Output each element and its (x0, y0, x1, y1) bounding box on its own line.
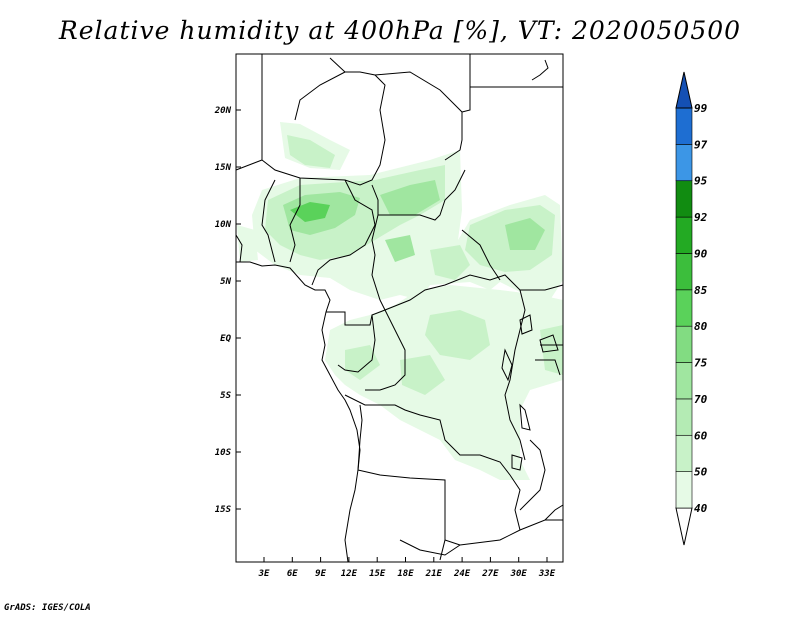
coastline (235, 234, 243, 263)
longitude-axis: 3E 6E 9E 12E 15E 18E 21E 24E 27E 30E 33E (258, 557, 556, 579)
lat-tick-label: 10S (215, 448, 232, 458)
latitude-axis: 20N 15N 10N 5N EQ 5S 10S 15S (214, 106, 241, 515)
border (371, 184, 379, 215)
border (357, 404, 363, 471)
colorbar-swatch (675, 434, 693, 472)
border (378, 169, 466, 221)
border (544, 504, 564, 521)
humidity-region-mid (287, 135, 335, 168)
lon-tick-label: 33E (538, 569, 556, 579)
colorbar-label: 85 (694, 284, 708, 297)
colorbar-swatch (675, 144, 693, 182)
colorbar-lower-triangle (675, 507, 693, 546)
border (461, 54, 471, 113)
border (294, 71, 346, 121)
humidity-region-dark (385, 235, 415, 262)
colorbar-label: 70 (694, 393, 708, 406)
border (289, 178, 301, 263)
lat-tick-label: 15N (215, 163, 232, 173)
humidity-region-mid (430, 245, 470, 280)
lake (501, 348, 513, 382)
colorbar-label: 40 (694, 502, 708, 515)
border (261, 57, 386, 186)
colorbar-label: 97 (694, 138, 708, 151)
humidity-region-dark (380, 180, 440, 215)
border (374, 71, 463, 161)
lon-tick-label: 9E (315, 569, 326, 579)
colorbar-swatch (675, 180, 693, 218)
coastline (236, 261, 361, 563)
humidity-field (237, 122, 563, 480)
border (337, 314, 376, 373)
colorbar-swatch (675, 289, 693, 327)
border (384, 274, 564, 311)
lat-tick-label: 20N (214, 106, 232, 116)
grads-credit: GrADS: IGES/COLA (4, 603, 91, 613)
humidity-region-mid (400, 355, 445, 395)
border (399, 539, 461, 556)
map-title: Relative humidity at 400hPa [%], VT: 202… (58, 16, 742, 45)
colorbar-label: 50 (694, 466, 708, 479)
border (504, 289, 526, 461)
border (365, 309, 406, 391)
lake (519, 403, 531, 431)
border (357, 469, 461, 546)
border (311, 179, 376, 286)
border (261, 179, 276, 263)
colorbar-label: 92 (694, 211, 708, 224)
border (235, 54, 263, 171)
lon-tick-label: 30E (510, 569, 528, 579)
lon-tick-label: 15E (369, 569, 386, 579)
colorbar-label: 80 (694, 320, 708, 333)
map-boundaries (235, 54, 564, 563)
lake (519, 314, 533, 335)
lon-tick-label: 12E (341, 569, 358, 579)
colorbar-upper-triangle (675, 71, 693, 109)
lon-tick-label: 6E (287, 569, 298, 579)
lon-tick-label: 27E (481, 569, 499, 579)
border (535, 359, 561, 376)
lon-tick-label: 3E (258, 569, 270, 579)
humidity-region-light (325, 285, 563, 480)
humidity-region-light (237, 225, 258, 262)
lake (539, 334, 559, 353)
colorbar-swatch (675, 398, 693, 436)
colorbar-swatch (675, 325, 693, 363)
lake (511, 454, 523, 471)
lon-tick-label: 24E (453, 569, 471, 579)
lat-tick-label: 5N (220, 277, 231, 287)
colorbar-swatch (675, 107, 693, 145)
lat-tick-label: 5S (220, 391, 231, 401)
colorbar-swatch (675, 253, 693, 291)
border (344, 394, 521, 531)
border (439, 539, 446, 561)
colorbar-label: 60 (694, 429, 708, 442)
lat-tick-label: 10N (215, 220, 232, 230)
colorbar-swatch (675, 216, 693, 254)
humidity-region-dark (505, 218, 545, 250)
map-frame (235, 53, 564, 563)
lon-tick-label: 18E (397, 569, 414, 579)
border (459, 519, 563, 546)
colorbar-label: 95 (694, 175, 708, 188)
border (371, 214, 386, 311)
lat-tick-label: EQ (220, 334, 231, 344)
border (461, 229, 501, 281)
lat-tick-label: 15S (215, 505, 232, 515)
colorbar-swatch (675, 362, 693, 400)
border (326, 309, 386, 326)
colorbar: 40 50 60 70 75 80 85 90 92 95 97 99 (675, 71, 708, 546)
humidity-region-mid (425, 310, 490, 360)
colorbar-label: 99 (694, 102, 708, 115)
coastline (531, 59, 549, 81)
colorbar-label: 90 (694, 247, 708, 260)
colorbar-swatch (675, 471, 693, 509)
border (519, 439, 546, 511)
humidity-region-darkest (290, 202, 330, 222)
lon-tick-label: 21E (425, 569, 443, 579)
colorbar-label: 75 (694, 357, 708, 370)
